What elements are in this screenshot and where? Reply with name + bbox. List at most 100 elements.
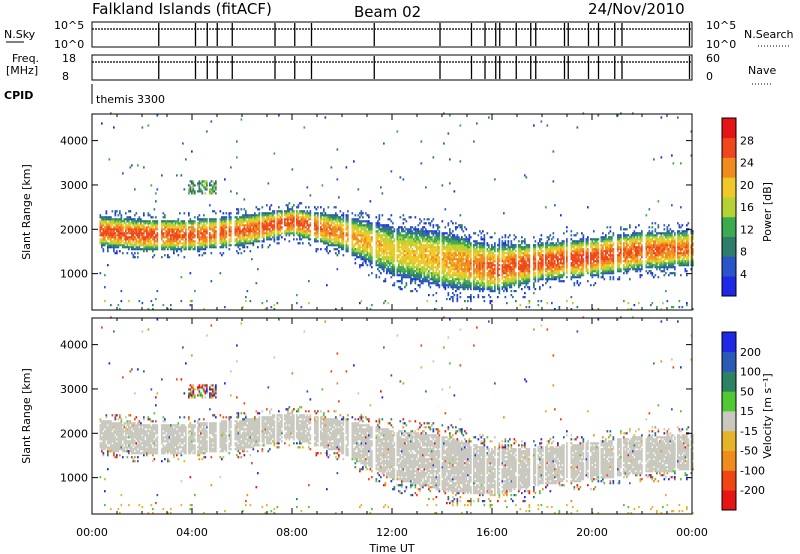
power-cell <box>296 238 298 241</box>
power-cell <box>432 262 435 265</box>
power-cell <box>254 214 256 217</box>
power-cell <box>461 238 463 241</box>
power-cell <box>519 254 522 257</box>
power-cell <box>317 236 319 239</box>
power-cell <box>213 218 216 221</box>
power-cell <box>203 218 205 221</box>
power-cell <box>146 248 148 251</box>
power-cell <box>222 230 225 233</box>
power-cell <box>251 228 253 231</box>
power-cell <box>435 300 438 303</box>
power-cell <box>459 284 462 287</box>
power-cell <box>155 220 157 223</box>
power-cell <box>371 260 373 263</box>
power-cell <box>266 232 268 235</box>
power-cell <box>458 224 460 227</box>
power-cell <box>300 220 303 223</box>
power-cell <box>111 222 114 225</box>
power-cell <box>428 256 430 259</box>
power-cell <box>261 234 264 237</box>
power-cell <box>197 248 199 251</box>
power-cell <box>335 224 337 227</box>
power-cell <box>435 280 438 283</box>
power-cell <box>363 232 366 235</box>
power-cell <box>341 226 343 229</box>
power-cell <box>420 282 423 285</box>
power-cell <box>168 238 171 241</box>
power-cell <box>146 240 148 243</box>
power-cell <box>143 246 145 249</box>
power-cell <box>351 218 354 221</box>
power-cell <box>384 250 387 253</box>
power-cell <box>483 260 486 263</box>
power-cell <box>332 232 334 235</box>
power-cell <box>132 236 135 239</box>
power-cell <box>270 214 273 217</box>
power-cell <box>252 232 255 235</box>
power-cell <box>296 302 298 305</box>
power-cell <box>161 238 163 241</box>
power-cell <box>371 240 373 243</box>
power-cell <box>117 246 120 249</box>
power-cell <box>201 180 204 183</box>
power-cell <box>239 240 241 243</box>
power-cell <box>228 216 231 219</box>
power-cell <box>459 252 462 255</box>
power-cell <box>230 234 232 237</box>
power-cell <box>515 250 517 253</box>
power-cell <box>507 240 510 243</box>
power-cell <box>174 220 177 223</box>
power-cell <box>177 244 180 247</box>
power-cell <box>456 298 459 301</box>
power-cell <box>411 232 414 235</box>
power-cell <box>425 238 427 241</box>
power-cell <box>284 238 286 241</box>
power-cell <box>515 244 517 247</box>
power-cell <box>236 250 238 253</box>
cpid-label: CPID <box>4 89 33 102</box>
power-cell <box>242 218 244 221</box>
power-cell <box>390 236 393 239</box>
power-cell <box>126 232 129 235</box>
power-cell <box>491 270 493 273</box>
power-cell <box>338 240 340 243</box>
power-cell <box>410 230 412 233</box>
power-cell <box>503 282 505 285</box>
power-cell <box>357 228 360 231</box>
power-cell <box>141 236 144 239</box>
power-cell <box>270 216 273 219</box>
power-cell <box>140 242 142 245</box>
power-cell <box>486 278 489 281</box>
power-cell <box>377 240 379 243</box>
power-cell <box>360 238 363 241</box>
power-cell <box>239 242 241 245</box>
power-cell <box>129 236 132 239</box>
power-cell <box>179 232 181 235</box>
power-cell <box>498 244 501 247</box>
power-cell <box>458 240 460 243</box>
power-cell <box>443 246 445 249</box>
power-cell <box>510 274 513 277</box>
power-cell <box>435 278 438 281</box>
power-cell <box>434 230 436 233</box>
power-cell <box>225 226 228 229</box>
power-cell <box>341 244 343 247</box>
power-cell <box>501 286 504 289</box>
power-cell <box>404 286 406 289</box>
power-cell <box>284 224 286 227</box>
power-cell <box>167 248 169 251</box>
power-cell <box>254 230 256 233</box>
power-cell <box>410 260 412 263</box>
power-cell <box>449 258 451 261</box>
power-cell <box>200 228 202 231</box>
power-cell <box>456 246 459 249</box>
power-cell <box>482 280 484 283</box>
power-cell <box>432 248 435 251</box>
power-cell <box>399 238 402 241</box>
power-cell <box>443 252 445 255</box>
power-cell <box>380 240 382 243</box>
power-cell <box>335 252 337 255</box>
power-cell <box>156 246 159 249</box>
power-cell <box>491 244 493 247</box>
power-cell <box>263 240 265 243</box>
